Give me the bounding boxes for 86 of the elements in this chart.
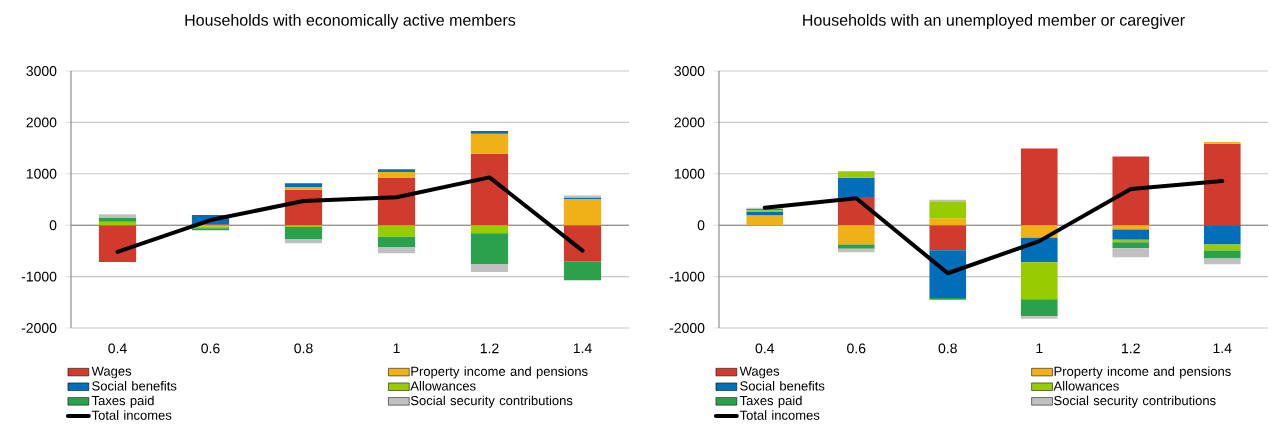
bar: [563, 225, 602, 262]
bar: [1020, 262, 1058, 300]
y-tick-label: -1000: [21, 271, 57, 282]
bar: [98, 225, 137, 262]
bar: [470, 130, 509, 134]
legend-label: Taxes paid: [91, 395, 154, 408]
chart-title: Households with an unemployed member or caregiver: [803, 14, 1185, 29]
x-tick-label: 0.6: [201, 343, 220, 354]
y-tick-label: 3000: [26, 66, 57, 76]
bar: [563, 261, 602, 281]
y-tick-label: 0: [49, 220, 57, 231]
bar: [837, 177, 875, 197]
bar: [98, 214, 137, 218]
bar: [929, 225, 967, 251]
y-tick-label: -2000: [21, 323, 57, 333]
bar: [284, 239, 323, 244]
x-tick-label: 1.4: [1213, 343, 1232, 354]
x-tick-label: 0.4: [108, 343, 127, 354]
legend-label: Social security contributions: [410, 395, 573, 408]
x-tick-label: 0.6: [847, 343, 866, 354]
legend-label: Taxes paid: [739, 395, 802, 408]
bar: [470, 153, 509, 226]
bar: [929, 250, 967, 298]
y-tick-label: 2000: [674, 117, 705, 128]
x-tick-label: 1: [393, 343, 400, 354]
y-tick-label: -2000: [669, 323, 705, 333]
x-tick-label: 1.2: [1122, 343, 1140, 354]
bar: [98, 221, 137, 226]
x-tick-label: 1: [1036, 343, 1043, 354]
bar: [1203, 250, 1241, 259]
legend-label: Social benefits: [740, 381, 825, 391]
chart-title: Households with economically active members: [185, 14, 516, 29]
bar: [377, 172, 416, 178]
y-tick-label: -1000: [669, 271, 705, 282]
bar: [837, 171, 875, 178]
bar: [929, 218, 967, 226]
legend-label: Allowances: [1053, 381, 1119, 391]
bar: [746, 215, 784, 226]
bar: [1203, 244, 1241, 251]
bar: [98, 217, 137, 222]
bar: [470, 264, 509, 272]
bar: [470, 225, 509, 234]
bar: [563, 198, 602, 226]
bar: [1112, 242, 1150, 249]
line-series: [762, 178, 1225, 276]
bar: [1020, 316, 1058, 319]
legend-label: Property income and pensions: [411, 366, 588, 379]
legend-label: Wages: [739, 366, 780, 379]
legend-label: Total incomes: [739, 410, 820, 420]
y-tick-label: 2000: [26, 117, 57, 128]
y-tick-label: 3000: [674, 66, 705, 76]
x-tick-label: 0.8: [294, 343, 313, 354]
x-tick-label: 1.4: [573, 343, 592, 354]
bar: [377, 247, 416, 254]
x-tick-label: 1.2: [480, 343, 499, 354]
y-tick-label: 1000: [674, 168, 705, 179]
bar: [1112, 229, 1150, 240]
line-series: [115, 175, 585, 254]
bar: [1203, 143, 1241, 226]
bar: [1203, 225, 1241, 245]
bar: [377, 177, 416, 226]
bar: [1020, 148, 1058, 226]
bar: [470, 133, 509, 154]
legend-label: Total incomes: [91, 410, 172, 420]
bar: [837, 225, 875, 245]
bar: [377, 169, 416, 172]
legend-label: Allowances: [410, 381, 476, 391]
bar: [837, 244, 875, 249]
bar: [929, 201, 967, 219]
legend-label: Wages: [91, 366, 132, 379]
bar: [837, 248, 875, 253]
bar: [377, 236, 416, 248]
legend-label: Social benefits: [92, 381, 177, 391]
bar: [377, 225, 416, 237]
y-tick-label: 0: [697, 220, 705, 231]
bar: [1112, 225, 1150, 230]
bar: [284, 227, 323, 240]
bar: [1112, 248, 1150, 258]
x-tick-label: 0.4: [755, 343, 775, 354]
legend-label: Social security contributions: [1054, 395, 1216, 408]
y-tick-label: 1000: [26, 168, 57, 179]
legend-label: Property income and pensions: [1054, 366, 1231, 379]
bar: [1112, 156, 1150, 226]
bar: [470, 233, 509, 265]
x-tick-label: 0.8: [938, 343, 957, 354]
bar: [1020, 299, 1058, 317]
